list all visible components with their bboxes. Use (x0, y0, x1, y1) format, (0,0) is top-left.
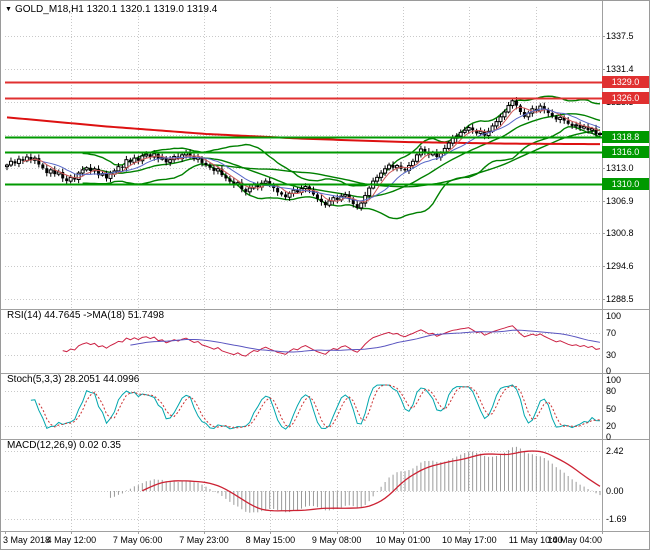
rsi-indicator-label: RSI(14) 44.7645 ->MA(18) 51.7498 (7, 310, 165, 321)
time-axis-label: 10 May 17:00 (442, 535, 497, 545)
time-axis-label: 8 May 15:00 (245, 535, 296, 545)
price-axis-label: 1306.9 (606, 195, 634, 206)
stochastic-indicator-label: Stoch(5,3,3) 28.2051 44.0996 (7, 374, 140, 385)
price-axis-label: 1313.0 (606, 162, 634, 173)
price-axis-label: 1331.4 (606, 64, 634, 75)
rsi-axis-label: 0 (606, 366, 612, 376)
time-axis-label: 14 May 04:00 (547, 535, 602, 545)
macd-indicator-label: MACD(12,26,9) 0.02 0.35 (7, 440, 121, 451)
rsi-axis-label: 100 (606, 311, 622, 321)
rsi-axis-label: 70 (606, 327, 617, 338)
price-level-badge: 1326.0 (602, 92, 649, 105)
price-axis-label: 1294.6 (606, 261, 634, 272)
time-axis-label: 10 May 01:00 (375, 535, 431, 545)
chart-title: GOLD_M18,H1 1320.1 1320.1 1319.0 1319.4 (14, 4, 218, 15)
time-axis-label: 3 May 2018 (3, 535, 51, 545)
time-axis-label: 7 May 06:00 (112, 535, 163, 545)
price-level-badge: 1329.0 (602, 76, 649, 88)
macd-axis-label: 0.00 (606, 485, 624, 496)
macd-axis-label: -1.69 (606, 514, 627, 525)
stoch-axis-label: 80 (606, 386, 617, 397)
price-level-badge: 1316.0 (602, 145, 649, 158)
stoch-axis-label: 0 (606, 432, 612, 442)
price-axis-label: 1300.8 (606, 228, 634, 239)
price-axis-label: 1337.5 (606, 31, 634, 42)
stoch-axis-label: 50 (606, 403, 617, 414)
price-axis-label: 1288.5 (606, 293, 634, 304)
time-axis-label: 4 May 12:00 (46, 535, 97, 545)
chart-title-bar: ▼ GOLD_M18,H1 1320.1 1320.1 1319.0 1319.… (5, 4, 217, 15)
stoch-axis-label: 20 (606, 420, 617, 431)
price-level-badge: 1318.8 (602, 130, 649, 143)
time-axis-label: 9 May 08:00 (311, 535, 362, 545)
time-axis-label: 11 May 10:00 (508, 535, 563, 545)
price-level-badge: 1310.0 (602, 177, 649, 190)
macd-axis-label: 2.42 (606, 445, 624, 456)
chevron-down-icon[interactable]: ▼ (5, 5, 12, 13)
rsi-axis-label: 30 (606, 349, 617, 360)
time-axis-label: 7 May 23:00 (179, 535, 229, 545)
stoch-axis-label: 100 (606, 375, 622, 385)
